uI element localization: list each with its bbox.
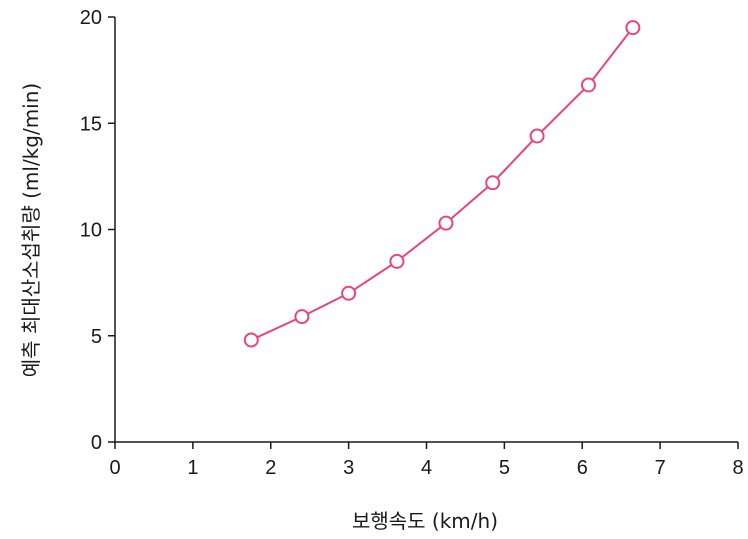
data-point bbox=[485, 175, 501, 191]
x-tick-label: 6 bbox=[577, 457, 588, 479]
data-point bbox=[294, 309, 310, 325]
y-tick-label: 20 bbox=[80, 7, 102, 29]
x-tick-label: 5 bbox=[499, 457, 510, 479]
y-tick-label: 10 bbox=[80, 220, 102, 242]
data-point bbox=[243, 332, 259, 348]
x-tick-label: 3 bbox=[343, 457, 354, 479]
x-tick-label: 2 bbox=[265, 457, 276, 479]
x-tick-label: 7 bbox=[655, 457, 666, 479]
data-point bbox=[341, 285, 357, 301]
data-point bbox=[438, 215, 454, 231]
series-line bbox=[250, 26, 634, 341]
data-point bbox=[389, 253, 405, 269]
series-layer bbox=[243, 20, 641, 348]
y-axis-title: 예측 최대산소섭취량 (ml/kg/min) bbox=[19, 83, 43, 377]
y-tick-label: 5 bbox=[91, 326, 102, 348]
x-tick-label: 1 bbox=[187, 457, 198, 479]
data-point bbox=[529, 128, 545, 144]
y-tick-label: 0 bbox=[91, 432, 102, 454]
data-point bbox=[625, 20, 641, 36]
y-tick-label: 15 bbox=[80, 113, 102, 135]
data-point bbox=[580, 77, 596, 93]
x-tick-label: 8 bbox=[732, 457, 743, 479]
y-axis: 0 5 10 15 20 bbox=[80, 7, 116, 454]
x-tick-label: 4 bbox=[421, 457, 432, 479]
x-axis-title: 보행속도 (km/h) bbox=[352, 509, 498, 533]
x-tick-label: 0 bbox=[109, 457, 120, 479]
x-axis: 0 1 2 3 4 5 6 7 8 bbox=[109, 441, 744, 479]
